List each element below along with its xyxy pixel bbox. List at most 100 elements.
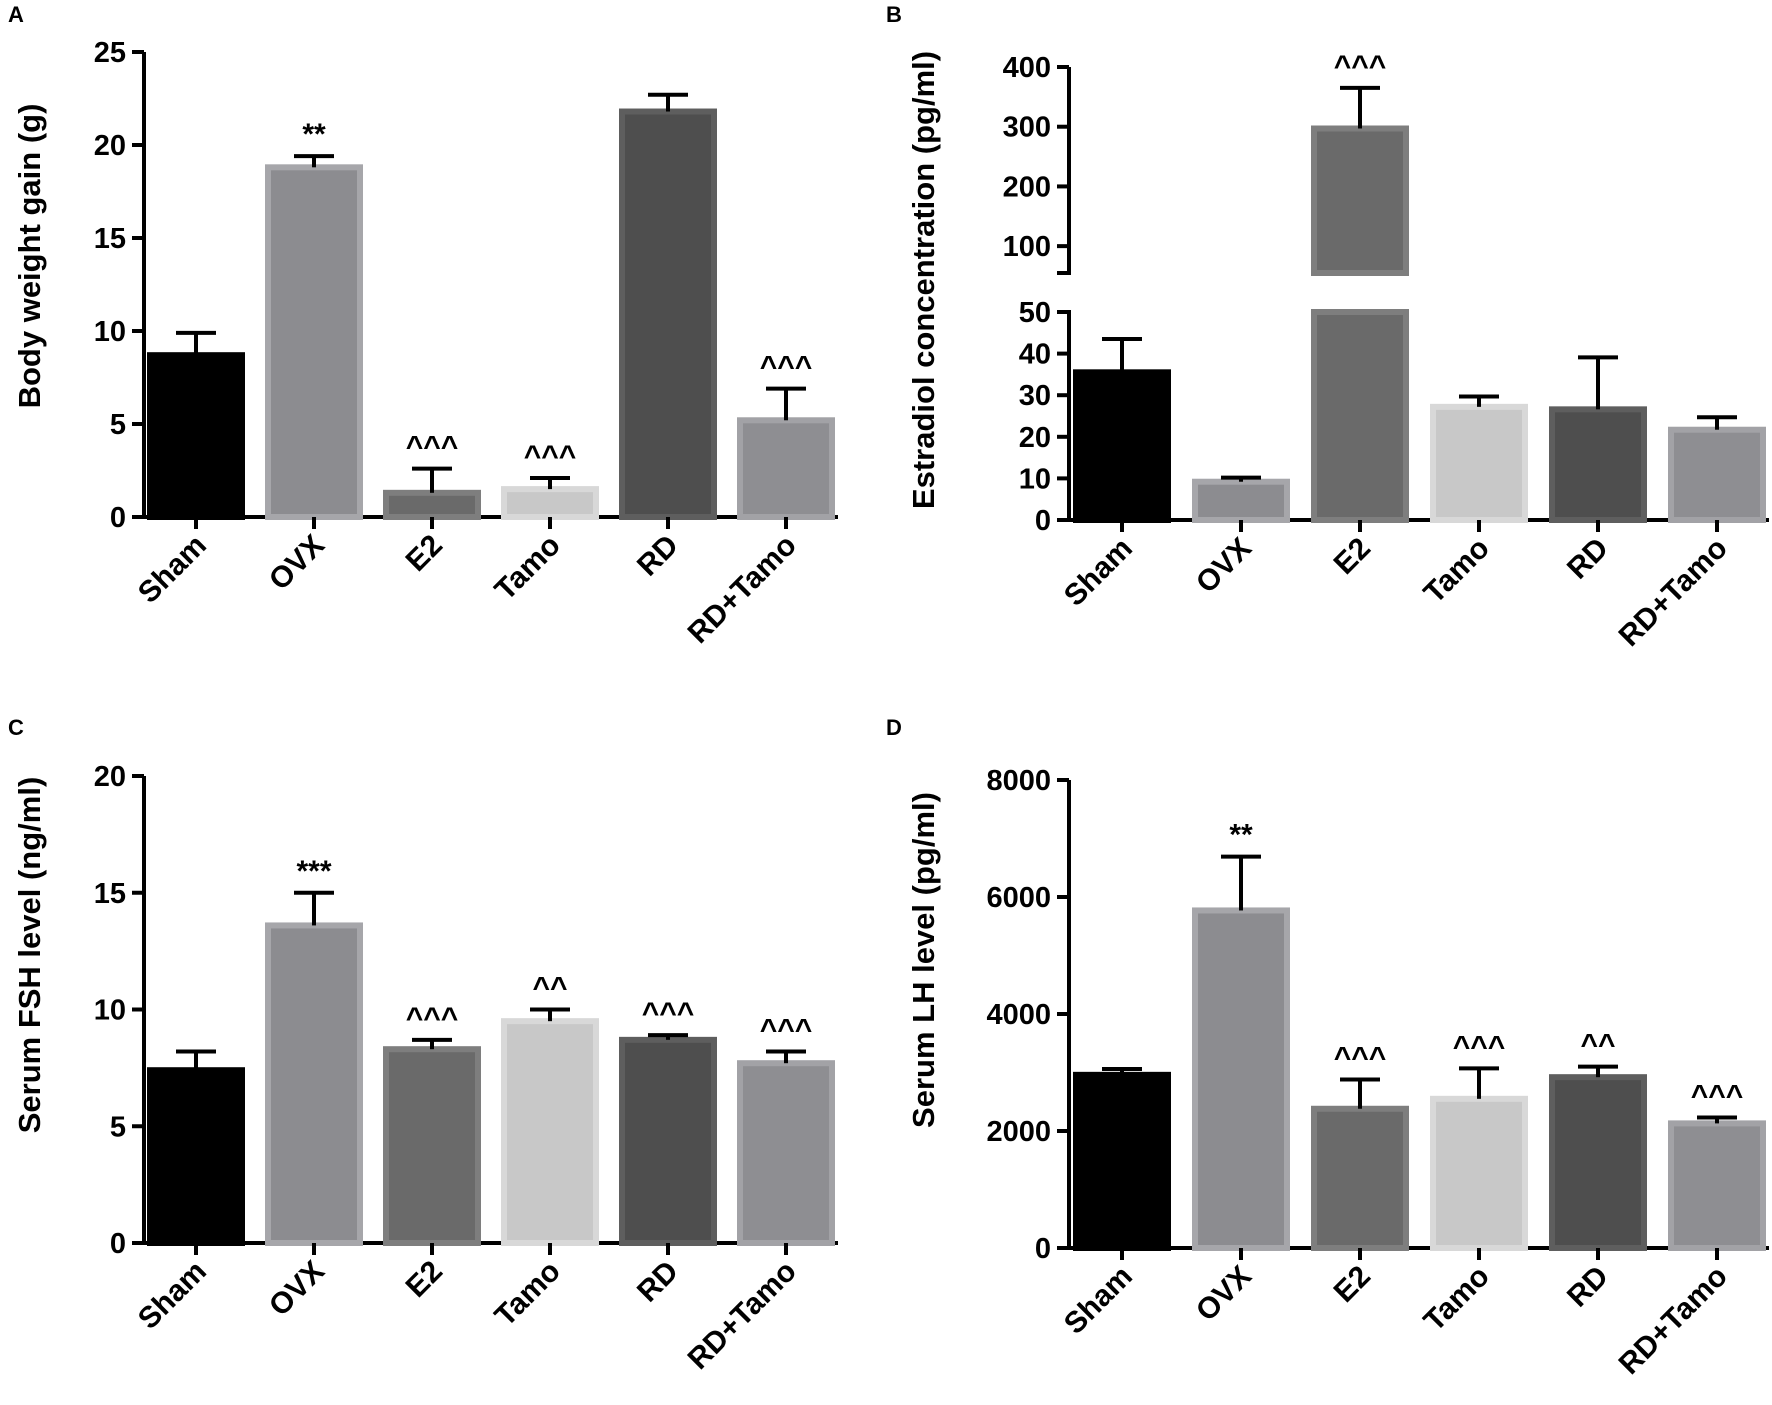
y-tick-label: 300: [1003, 112, 1051, 144]
bar-e2: [1311, 1105, 1409, 1252]
x-tick-label: OVX: [1190, 1260, 1258, 1328]
x-tick-label: E2: [1328, 1260, 1377, 1309]
significance-label: ^^: [1580, 1029, 1615, 1062]
bar-rd-tamo: [1668, 1120, 1766, 1252]
y-tick-label: 50: [1019, 297, 1051, 329]
bar-tamo: [501, 486, 599, 521]
x-tick-label: Tamo: [1418, 532, 1496, 610]
x-tick-label: RD+Tamo: [1613, 1260, 1734, 1381]
y-tick-label: 40: [1019, 339, 1051, 371]
y-tick-label: 0: [110, 1228, 126, 1260]
y-tick-label: 10: [94, 316, 126, 348]
x-tick-label: E2: [400, 1255, 449, 1304]
y-tick-label: 20: [94, 761, 126, 793]
bar-e2-upper: [1311, 125, 1409, 276]
significance-label: ^^^: [406, 431, 459, 464]
x-tick-label: Sham: [132, 529, 213, 610]
significance-label: ^^^: [1453, 1030, 1506, 1063]
y-tick-label: 0: [110, 502, 126, 534]
y-tick-label: 5: [110, 1111, 126, 1143]
significance-label: ^^: [532, 972, 567, 1005]
y-tick-label: 20: [94, 130, 126, 162]
panel-a-letter: A: [8, 2, 24, 27]
y-tick-label: 4000: [986, 999, 1051, 1031]
panel-c: C Serum FSH level (ng/ml) 0 5 10 15 20 Sham **…: [8, 715, 838, 1376]
panel-c-letter: C: [8, 715, 24, 740]
panel-d-letter: D: [886, 715, 902, 740]
y-tick-label: 30: [1019, 380, 1051, 412]
significance-label: **: [1229, 819, 1253, 852]
y-tick-label: 10: [1019, 463, 1051, 495]
bar-e2: [383, 489, 481, 521]
bar-rd: [619, 1036, 717, 1246]
bar-rd-tamo: [1668, 426, 1766, 523]
x-tick-label: Sham: [1058, 1260, 1139, 1341]
bar-tamo: [1430, 1095, 1528, 1251]
bar-rd: [1549, 1074, 1647, 1252]
bar-rd: [1549, 406, 1647, 523]
bar-ovx: [265, 922, 363, 1246]
significance-label: ^^^: [406, 1002, 459, 1035]
bar-tamo: [1430, 403, 1528, 523]
bar-sham: [1073, 369, 1171, 523]
x-tick-label: E2: [1328, 532, 1377, 581]
bar-sham: [147, 352, 245, 520]
y-tick-label: 400: [1003, 52, 1051, 84]
y-tick-label: 100: [1003, 231, 1051, 263]
x-tick-label: Sham: [132, 1255, 213, 1336]
x-tick-label: Tamo: [489, 1255, 567, 1333]
significance-label: ***: [296, 855, 331, 888]
x-tick-label: Tamo: [489, 529, 567, 607]
x-tick-label: RD: [631, 1255, 685, 1309]
y-tick-label: 5: [110, 409, 126, 441]
significance-label: **: [302, 118, 326, 151]
y-tick-label: 15: [94, 223, 126, 255]
x-tick-label: RD+Tamo: [682, 529, 803, 650]
y-tick-label: 8000: [986, 765, 1051, 797]
panel-d: D Serum LH level (pg/ml) 0 2000 4000 6000 80…: [886, 715, 1769, 1381]
x-tick-label: OVX: [263, 1255, 331, 1323]
x-tick-label: RD+Tamo: [682, 1255, 803, 1376]
y-tick-label: 2000: [986, 1116, 1051, 1148]
y-tick-label: 6000: [986, 882, 1051, 914]
x-tick-label: RD: [1561, 1260, 1615, 1314]
panel-d-y-axis-label: Serum LH level (pg/ml): [906, 792, 941, 1128]
x-tick-label: RD+Tamo: [1613, 532, 1734, 653]
x-tick-label: Sham: [1058, 532, 1139, 613]
bar-sham: [147, 1067, 245, 1246]
bar-e2: [383, 1046, 481, 1246]
y-tick-label: 15: [94, 878, 126, 910]
bar-rd: [619, 108, 717, 521]
bar-tamo: [501, 1018, 599, 1246]
x-tick-label: E2: [400, 529, 449, 578]
y-tick-label: 25: [94, 37, 126, 69]
bar-ovx: [265, 164, 363, 520]
x-tick-label: RD: [1561, 532, 1615, 586]
y-tick-label: 10: [94, 995, 126, 1027]
bar-rd-tamo: [737, 417, 835, 520]
panel-c-y-axis-label: Serum FSH level (ng/ml): [12, 777, 47, 1134]
panel-b-y-axis-label: Estradiol concentration (pg/ml): [906, 51, 941, 509]
significance-label: ^^^: [524, 440, 577, 473]
panel-b-letter: B: [886, 2, 902, 27]
significance-label: ^^^: [760, 351, 813, 384]
x-tick-label: OVX: [1190, 532, 1258, 600]
x-tick-label: RD: [631, 529, 685, 583]
panel-a: A Body weight gain (g) 0 5 10 15 20 25 Sham ** O…: [8, 2, 838, 650]
y-tick-label: 0: [1035, 505, 1051, 537]
significance-label: ^^^: [760, 1014, 813, 1047]
bar-e2-lower: [1311, 309, 1409, 523]
x-tick-label: OVX: [263, 529, 331, 597]
significance-label: ^^^: [642, 997, 695, 1030]
significance-label: ^^^: [1691, 1080, 1744, 1113]
panel-a-y-axis-label: Body weight gain (g): [12, 104, 47, 409]
y-tick-label: 0: [1035, 1233, 1051, 1265]
y-tick-label: 20: [1019, 422, 1051, 454]
bar-ovx: [1192, 478, 1290, 523]
significance-label: ^^^: [1334, 50, 1387, 83]
y-tick-label: 200: [1003, 171, 1051, 203]
panel-b: B Estradiol concentration (pg/ml) 0 10 20 3…: [886, 2, 1769, 653]
bar-sham: [1073, 1071, 1171, 1251]
bar-rd-tamo: [737, 1060, 835, 1246]
